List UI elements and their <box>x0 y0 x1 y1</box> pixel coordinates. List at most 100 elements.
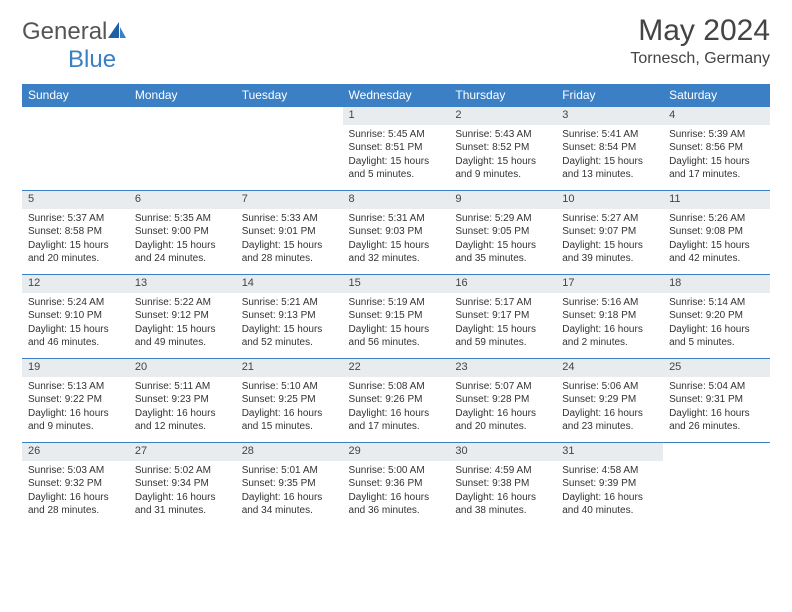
day-number-cell: 9 <box>449 191 556 209</box>
daylight-text-2: and 31 minutes. <box>135 504 230 518</box>
daylight-text-1: Daylight: 15 hours <box>28 239 123 253</box>
daylight-text-1: Daylight: 16 hours <box>455 407 550 421</box>
day-number-cell: 31 <box>556 443 663 461</box>
sunset-text: Sunset: 9:23 PM <box>135 393 230 407</box>
daylight-text-2: and 56 minutes. <box>349 336 444 350</box>
weekday-header-row: SundayMondayTuesdayWednesdayThursdayFrid… <box>22 84 770 107</box>
day-info-cell: Sunrise: 5:13 AMSunset: 9:22 PMDaylight:… <box>22 377 129 443</box>
day-info-cell: Sunrise: 5:29 AMSunset: 9:05 PMDaylight:… <box>449 209 556 275</box>
day-number-cell: 22 <box>343 359 450 377</box>
daylight-text-1: Daylight: 16 hours <box>562 491 657 505</box>
day-info-row: Sunrise: 5:03 AMSunset: 9:32 PMDaylight:… <box>22 461 770 527</box>
weekday-header: Wednesday <box>343 84 450 107</box>
day-number-cell <box>663 443 770 461</box>
weekday-header: Friday <box>556 84 663 107</box>
day-number-cell: 3 <box>556 107 663 125</box>
daylight-text-2: and 46 minutes. <box>28 336 123 350</box>
sunset-text: Sunset: 9:22 PM <box>28 393 123 407</box>
sunrise-text: Sunrise: 5:10 AM <box>242 380 337 394</box>
sunrise-text: Sunrise: 5:35 AM <box>135 212 230 226</box>
day-info-cell: Sunrise: 5:39 AMSunset: 8:56 PMDaylight:… <box>663 125 770 191</box>
day-number-cell: 20 <box>129 359 236 377</box>
day-number-cell: 21 <box>236 359 343 377</box>
day-info-cell <box>663 461 770 527</box>
daylight-text-1: Daylight: 15 hours <box>28 323 123 337</box>
logo: General Blue <box>22 18 127 74</box>
daylight-text-2: and 35 minutes. <box>455 252 550 266</box>
daylight-text-2: and 39 minutes. <box>562 252 657 266</box>
sunrise-text: Sunrise: 5:08 AM <box>349 380 444 394</box>
page-title: May 2024 <box>630 14 770 48</box>
day-info-cell: Sunrise: 5:03 AMSunset: 9:32 PMDaylight:… <box>22 461 129 527</box>
sunrise-text: Sunrise: 5:27 AM <box>562 212 657 226</box>
daylight-text-2: and 42 minutes. <box>669 252 764 266</box>
day-info-cell: Sunrise: 5:17 AMSunset: 9:17 PMDaylight:… <box>449 293 556 359</box>
sunset-text: Sunset: 8:52 PM <box>455 141 550 155</box>
day-number-row: 262728293031 <box>22 443 770 461</box>
day-info-cell: Sunrise: 5:00 AMSunset: 9:36 PMDaylight:… <box>343 461 450 527</box>
daylight-text-1: Daylight: 16 hours <box>242 491 337 505</box>
daylight-text-1: Daylight: 16 hours <box>455 491 550 505</box>
sunset-text: Sunset: 9:13 PM <box>242 309 337 323</box>
sunset-text: Sunset: 9:03 PM <box>349 225 444 239</box>
day-number-cell: 23 <box>449 359 556 377</box>
day-info-cell: Sunrise: 5:06 AMSunset: 9:29 PMDaylight:… <box>556 377 663 443</box>
sunset-text: Sunset: 9:08 PM <box>669 225 764 239</box>
sunrise-text: Sunrise: 5:21 AM <box>242 296 337 310</box>
daylight-text-1: Daylight: 16 hours <box>562 323 657 337</box>
sunset-text: Sunset: 9:12 PM <box>135 309 230 323</box>
logo-text: General Blue <box>22 18 127 74</box>
daylight-text-2: and 24 minutes. <box>135 252 230 266</box>
sunrise-text: Sunrise: 5:17 AM <box>455 296 550 310</box>
day-info-cell: Sunrise: 5:35 AMSunset: 9:00 PMDaylight:… <box>129 209 236 275</box>
daylight-text-2: and 2 minutes. <box>562 336 657 350</box>
day-info-cell: Sunrise: 5:43 AMSunset: 8:52 PMDaylight:… <box>449 125 556 191</box>
sunrise-text: Sunrise: 5:14 AM <box>669 296 764 310</box>
daylight-text-1: Daylight: 15 hours <box>135 323 230 337</box>
day-info-cell: Sunrise: 5:45 AMSunset: 8:51 PMDaylight:… <box>343 125 450 191</box>
day-number-cell: 13 <box>129 275 236 293</box>
day-info-cell: Sunrise: 4:58 AMSunset: 9:39 PMDaylight:… <box>556 461 663 527</box>
daylight-text-2: and 20 minutes. <box>455 420 550 434</box>
logo-text-general: General <box>22 18 107 45</box>
day-info-cell <box>236 125 343 191</box>
sunset-text: Sunset: 9:31 PM <box>669 393 764 407</box>
daylight-text-1: Daylight: 16 hours <box>28 407 123 421</box>
sunrise-text: Sunrise: 5:26 AM <box>669 212 764 226</box>
daylight-text-1: Daylight: 15 hours <box>562 155 657 169</box>
day-info-cell: Sunrise: 5:22 AMSunset: 9:12 PMDaylight:… <box>129 293 236 359</box>
sunrise-text: Sunrise: 5:31 AM <box>349 212 444 226</box>
sunrise-text: Sunrise: 5:13 AM <box>28 380 123 394</box>
sunset-text: Sunset: 9:34 PM <box>135 477 230 491</box>
daylight-text-1: Daylight: 15 hours <box>349 155 444 169</box>
sunset-text: Sunset: 9:18 PM <box>562 309 657 323</box>
daylight-text-2: and 40 minutes. <box>562 504 657 518</box>
day-number-cell <box>236 107 343 125</box>
daylight-text-1: Daylight: 15 hours <box>135 239 230 253</box>
day-info-cell: Sunrise: 5:41 AMSunset: 8:54 PMDaylight:… <box>556 125 663 191</box>
day-number-cell: 25 <box>663 359 770 377</box>
day-info-cell: Sunrise: 5:04 AMSunset: 9:31 PMDaylight:… <box>663 377 770 443</box>
day-number-row: 567891011 <box>22 191 770 209</box>
sunrise-text: Sunrise: 5:01 AM <box>242 464 337 478</box>
sunset-text: Sunset: 8:58 PM <box>28 225 123 239</box>
sunset-text: Sunset: 8:56 PM <box>669 141 764 155</box>
day-number-cell: 15 <box>343 275 450 293</box>
sunset-text: Sunset: 9:36 PM <box>349 477 444 491</box>
daylight-text-2: and 36 minutes. <box>349 504 444 518</box>
sunset-text: Sunset: 9:05 PM <box>455 225 550 239</box>
daylight-text-2: and 26 minutes. <box>669 420 764 434</box>
sunset-text: Sunset: 9:26 PM <box>349 393 444 407</box>
day-number-cell: 28 <box>236 443 343 461</box>
daylight-text-1: Daylight: 16 hours <box>349 407 444 421</box>
sunset-text: Sunset: 9:00 PM <box>135 225 230 239</box>
daylight-text-1: Daylight: 15 hours <box>455 155 550 169</box>
daylight-text-2: and 34 minutes. <box>242 504 337 518</box>
weekday-header: Monday <box>129 84 236 107</box>
day-info-cell: Sunrise: 5:07 AMSunset: 9:28 PMDaylight:… <box>449 377 556 443</box>
sunset-text: Sunset: 9:28 PM <box>455 393 550 407</box>
weekday-header: Tuesday <box>236 84 343 107</box>
day-number-cell: 4 <box>663 107 770 125</box>
sunrise-text: Sunrise: 5:24 AM <box>28 296 123 310</box>
day-info-cell: Sunrise: 5:11 AMSunset: 9:23 PMDaylight:… <box>129 377 236 443</box>
